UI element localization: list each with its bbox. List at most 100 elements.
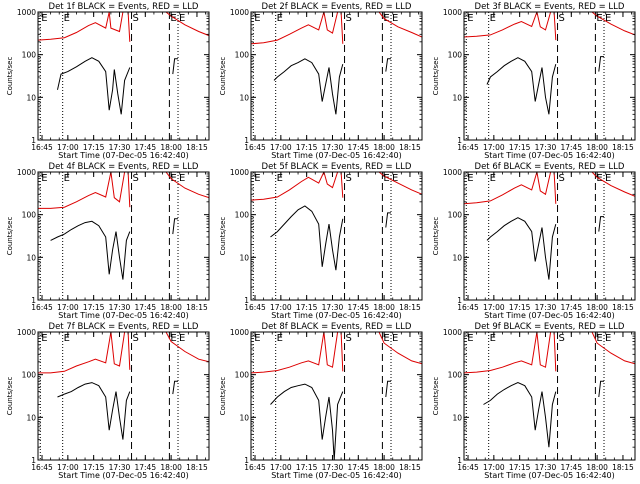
x-tick-label: 16:45 — [31, 143, 53, 152]
x-axis-label: Start Time (07-Dec-05 16:42:40) — [58, 311, 189, 320]
marker-label-1: E — [467, 173, 473, 184]
y-tick-label: 1 — [31, 296, 36, 305]
marker-label-5: E — [605, 333, 611, 344]
panel-title: Det 5f BLACK = Events, RED = LLD — [262, 162, 412, 172]
series-lld-line-2 — [378, 332, 422, 365]
panel-title: Det 2f BLACK = Events, RED = LLD — [262, 2, 412, 12]
detector-panel-2: Det 2f BLACK = Events, RED = LLD Counts/s… — [219, 2, 423, 160]
x-tick-label: 17:45 — [560, 143, 582, 152]
x-axis-label: Start Time (07-Dec-05 16:42:40) — [484, 311, 615, 320]
marker-label-4: E — [383, 13, 389, 24]
x-tick-label: 17:00 — [57, 303, 79, 312]
plot-frame — [37, 11, 210, 141]
x-axis-label: Start Time (07-Dec-05 16:42:40) — [58, 151, 189, 160]
x-tick-label: 18:00 — [373, 303, 395, 312]
series-events-line-2 — [598, 380, 604, 398]
x-tick-label: 18:15 — [399, 143, 421, 152]
y-tick-label: 1 — [31, 456, 36, 465]
series-lld-line-2 — [591, 172, 635, 197]
x-tick-label: 17:00 — [483, 143, 505, 152]
marker-label-1: E — [254, 13, 260, 24]
x-tick-label: 17:30 — [109, 143, 131, 152]
y-axis-label: Counts/sec — [432, 217, 440, 256]
y-tick-label: 10 — [452, 253, 462, 262]
panel-title: Det 8f BLACK = Events, RED = LLD — [262, 322, 412, 332]
x-tick-label: 18:15 — [186, 463, 208, 472]
marker-label-1: E — [467, 333, 473, 344]
marker-label-1: E — [41, 333, 47, 344]
marker-label-2: E — [277, 13, 283, 24]
marker-label-5: E — [179, 13, 185, 24]
series-events-line-1 — [273, 58, 344, 115]
x-tick-label: 17:15 — [83, 303, 105, 312]
panel-title: Det 4f BLACK = Events, RED = LLD — [49, 162, 199, 172]
series-events-line-1 — [270, 205, 344, 271]
marker-label-3: S — [346, 333, 352, 344]
marker-label-3: S — [133, 13, 139, 24]
x-tick-label: 17:00 — [483, 303, 505, 312]
series-lld-line-2 — [165, 12, 209, 37]
y-axis-label: Counts/sec — [6, 377, 14, 416]
panel-title: Det 1f BLACK = Events, RED = LLD — [49, 2, 199, 12]
x-tick-label: 17:45 — [347, 303, 369, 312]
series-events-line-1 — [483, 382, 557, 448]
x-tick-label: 17:30 — [322, 463, 344, 472]
detector-panel-8: Det 8f BLACK = Events, RED = LLD Counts/s… — [219, 322, 423, 480]
marker-label-1: E — [41, 13, 47, 24]
series-events-line-2 — [172, 218, 178, 235]
x-tick-label: 18:15 — [399, 303, 421, 312]
series-events-line-1 — [57, 57, 131, 115]
y-tick-label: 100 — [22, 211, 37, 220]
panel-title: Det 6f BLACK = Events, RED = LLD — [475, 162, 625, 172]
marker-label-3: S — [559, 13, 565, 24]
x-tick-label: 17:30 — [322, 303, 344, 312]
marker-label-3: S — [133, 173, 139, 184]
detector-panel-1: Det 1f BLACK = Events, RED = LLD Counts/s… — [6, 2, 210, 160]
marker-label-5: E — [392, 13, 398, 24]
series-lld-line-1 — [38, 172, 131, 209]
y-tick-label: 1 — [244, 136, 249, 145]
marker-label-4: E — [170, 13, 176, 24]
x-tick-label: 16:45 — [244, 463, 266, 472]
x-tick-label: 17:00 — [270, 463, 292, 472]
x-tick-label: 17:45 — [560, 303, 582, 312]
detector-panel-4: Det 4f BLACK = Events, RED = LLD Counts/s… — [6, 162, 210, 320]
plot-frame — [37, 331, 210, 461]
detector-panel-7: Det 7f BLACK = Events, RED = LLD Counts/s… — [6, 322, 210, 480]
x-tick-label: 17:15 — [296, 303, 318, 312]
y-tick-label: 1 — [457, 296, 462, 305]
y-tick-label: 10 — [26, 413, 36, 422]
plot-frame — [463, 171, 636, 301]
y-axis-label: Counts/sec — [219, 377, 227, 416]
x-tick-label: 17:15 — [296, 463, 318, 472]
x-tick-label: 18:15 — [612, 143, 634, 152]
marker-label-4: E — [596, 333, 602, 344]
series-lld-line-1 — [251, 332, 344, 374]
series-lld-line-2 — [591, 332, 635, 365]
series-events-line-1 — [486, 217, 557, 280]
x-tick-label: 17:00 — [270, 303, 292, 312]
series-events-line-2 — [172, 58, 178, 75]
y-tick-label: 10 — [239, 93, 249, 102]
marker-label-1: E — [41, 173, 47, 184]
marker-label-4: E — [383, 173, 389, 184]
y-tick-label: 100 — [448, 211, 463, 220]
marker-label-2: E — [64, 13, 70, 24]
x-tick-label: 17:45 — [134, 143, 156, 152]
x-tick-label: 17:30 — [322, 143, 344, 152]
x-tick-label: 16:45 — [457, 463, 479, 472]
y-tick-label: 10 — [239, 253, 249, 262]
x-tick-label: 16:45 — [244, 303, 266, 312]
x-tick-label: 18:00 — [373, 143, 395, 152]
marker-label-2: E — [277, 173, 283, 184]
panel-title: Det 9f BLACK = Events, RED = LLD — [475, 322, 625, 332]
y-tick-label: 1000 — [443, 168, 462, 177]
x-tick-label: 17:30 — [109, 303, 131, 312]
marker-label-2: E — [277, 333, 283, 344]
marker-label-5: E — [179, 333, 185, 344]
x-tick-label: 18:00 — [160, 303, 182, 312]
x-tick-label: 18:15 — [399, 463, 421, 472]
marker-label-5: E — [605, 173, 611, 184]
x-tick-label: 17:15 — [509, 303, 531, 312]
marker-label-3: S — [346, 13, 352, 24]
